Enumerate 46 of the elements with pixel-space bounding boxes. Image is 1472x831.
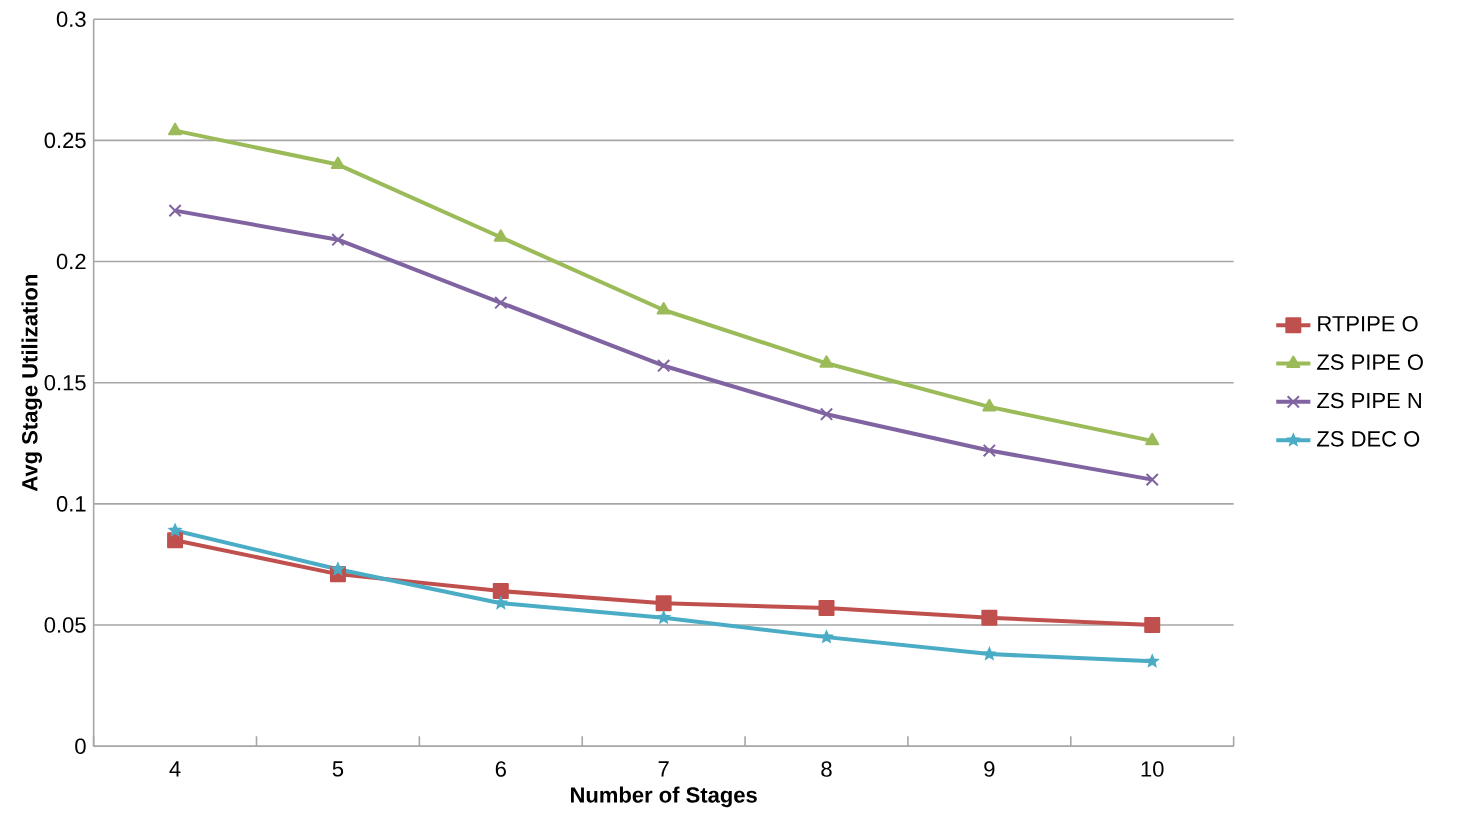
point: [981, 609, 998, 626]
point: [494, 296, 508, 310]
point: [655, 595, 672, 612]
point: [819, 407, 834, 421]
x-axis-title: Number of Stages: [571, 786, 757, 808]
point: [168, 203, 182, 218]
y-axis-title: Avg Stage Utilization: [21, 275, 43, 492]
legend-label: ZS DEC O: [1317, 431, 1420, 447]
point: [331, 233, 345, 247]
y-tick-label: 0: [75, 738, 86, 754]
point: [493, 229, 508, 242]
y-tick-label: 0.05: [44, 617, 86, 633]
y-tick-label: 0.25: [44, 132, 86, 149]
point: [982, 443, 997, 458]
y-tick-label: 0.1: [56, 496, 86, 512]
point: [1145, 432, 1160, 446]
point: [656, 301, 671, 315]
point: [981, 646, 997, 661]
x-tick-label: 5: [332, 761, 344, 777]
y-tick-label: 0.2: [56, 253, 86, 270]
point: [330, 156, 345, 170]
legend-label: ZS PIPE N: [1317, 392, 1421, 409]
point: [656, 609, 672, 625]
point: [1144, 617, 1161, 634]
x-tick-label: 7: [658, 761, 669, 777]
point: [1144, 653, 1160, 668]
x-tick-label: 4: [169, 761, 181, 777]
point: [493, 595, 509, 610]
point: [330, 561, 346, 576]
y-tick-label: 0.15: [44, 374, 86, 391]
point: [819, 355, 834, 368]
x-tick-label: 8: [821, 761, 832, 777]
y-tick-label: 0.3: [56, 11, 86, 27]
x-tick-label: 6: [495, 761, 506, 777]
point: [167, 522, 183, 537]
point: [1145, 472, 1159, 487]
legend-label: RTPIPE O: [1318, 315, 1418, 332]
x-tick-label: 10: [1141, 761, 1164, 777]
point: [982, 398, 997, 412]
point: [492, 583, 509, 600]
point: [818, 600, 835, 617]
legend-label: ZS PIPE O: [1317, 354, 1423, 370]
point: [818, 629, 835, 644]
x-tick-label: 9: [984, 761, 995, 777]
point: [168, 122, 183, 136]
point: [656, 359, 671, 373]
